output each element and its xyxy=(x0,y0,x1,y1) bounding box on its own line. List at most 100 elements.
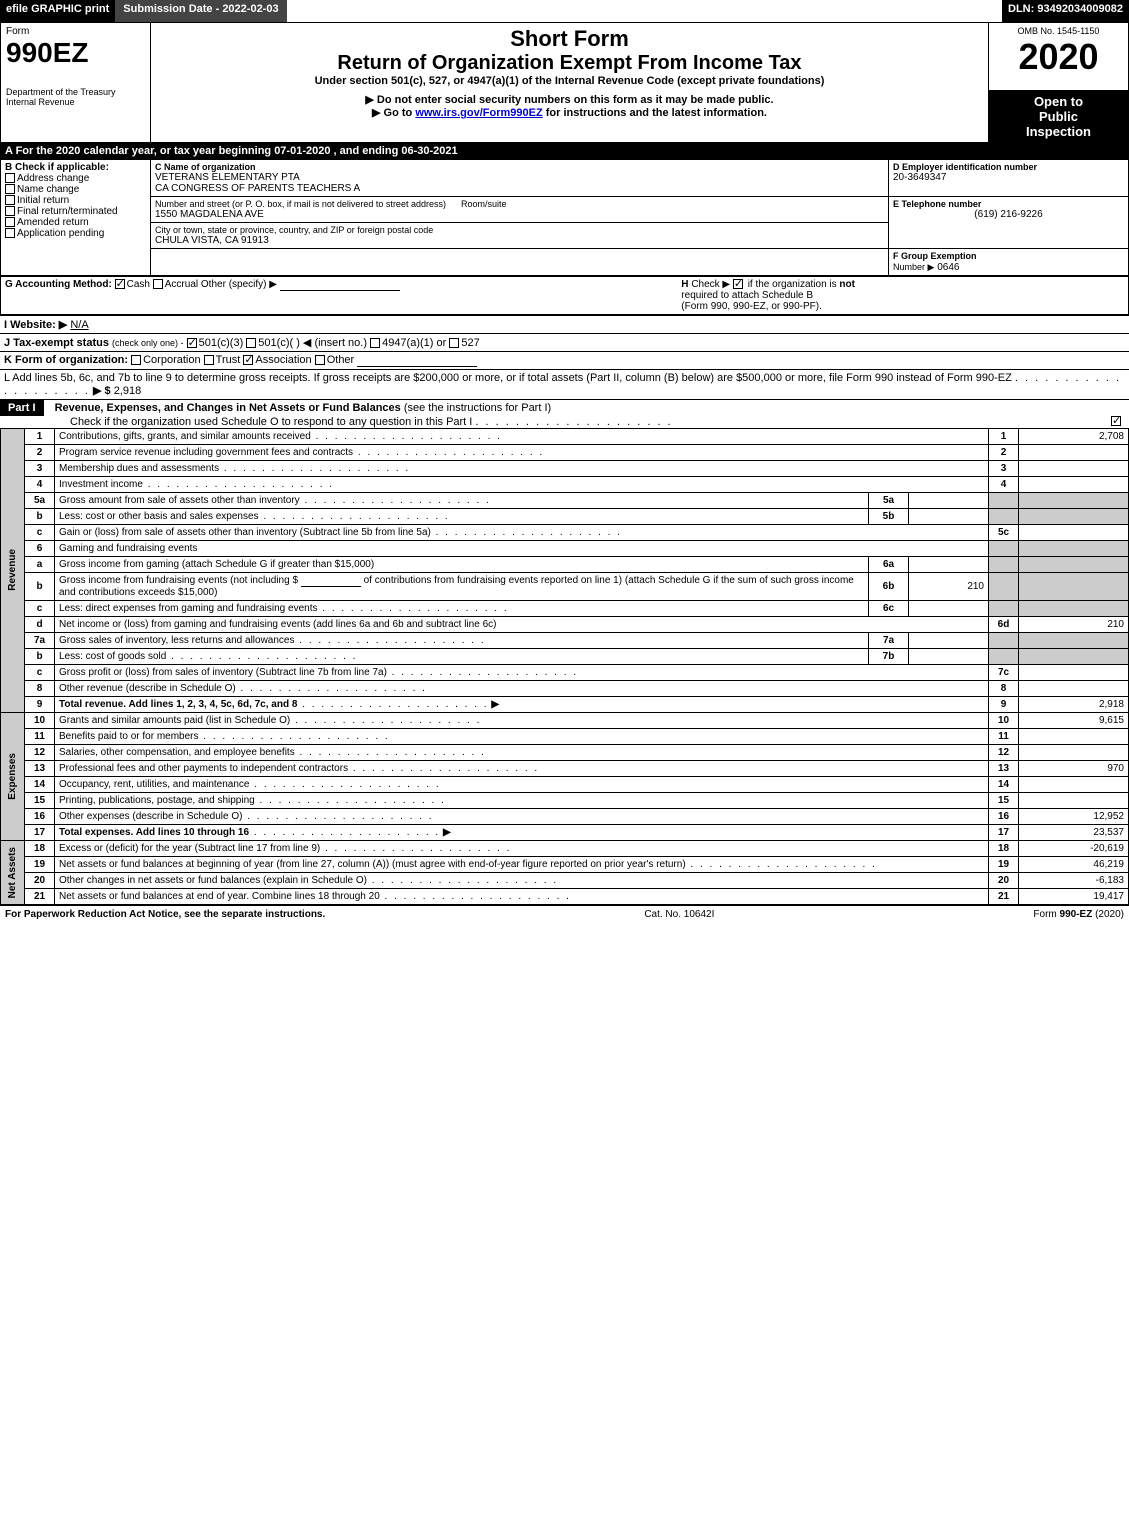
row-6b: b Gross income from fundraising events (… xyxy=(1,572,1129,600)
tax-year: 2020 xyxy=(994,36,1123,78)
chk-final-return[interactable]: Final return/terminated xyxy=(5,206,146,217)
val-11 xyxy=(1019,728,1129,744)
row-7b: b Less: cost of goods sold 7b xyxy=(1,648,1129,664)
other-org-input[interactable] xyxy=(357,355,477,367)
footer-left: For Paperwork Reduction Act Notice, see … xyxy=(5,909,325,920)
chk-other-org[interactable]: Other xyxy=(315,354,355,366)
top-bar: efile GRAPHIC print Submission Date - 20… xyxy=(0,0,1129,22)
val-5c xyxy=(1019,524,1129,540)
chk-527[interactable]: 527 xyxy=(449,337,479,349)
row-6d: d Net income or (loss) from gaming and f… xyxy=(1,616,1129,632)
row-13: 13 Professional fees and other payments … xyxy=(1,760,1129,776)
row-1: Revenue 1 Contributions, gifts, grants, … xyxy=(1,428,1129,444)
line-k-form-org: K Form of organization: Corporation Trus… xyxy=(0,351,1129,369)
val-6b: 210 xyxy=(909,572,989,600)
chk-schedule-o-used[interactable] xyxy=(1111,416,1121,426)
chk-501c3[interactable]: 501(c)(3) xyxy=(187,337,244,349)
irs-link[interactable]: www.irs.gov/Form990EZ xyxy=(415,107,542,119)
val-5b xyxy=(909,508,989,524)
subtitle: Under section 501(c), 527, or 4947(a)(1)… xyxy=(156,75,983,87)
row-9: 9 Total revenue. Add lines 1, 2, 3, 4, 5… xyxy=(1,696,1129,712)
row-7a: 7a Gross sales of inventory, less return… xyxy=(1,632,1129,648)
val-19: 46,219 xyxy=(1019,856,1129,872)
val-6a xyxy=(909,556,989,572)
submission-date: Submission Date - 2022-02-03 xyxy=(115,0,286,22)
row-17: 17 Total expenses. Add lines 10 through … xyxy=(1,824,1129,840)
line-j-tax-exempt: J Tax-exempt status (check only one) - 5… xyxy=(0,333,1129,351)
efile-print-button[interactable]: efile GRAPHIC print xyxy=(0,0,115,22)
val-3 xyxy=(1019,460,1129,476)
part-1-table: Revenue 1 Contributions, gifts, grants, … xyxy=(0,428,1129,905)
chk-name-change[interactable]: Name change xyxy=(5,184,146,195)
open-public-inspection: Open to Public Inspection xyxy=(989,90,1129,142)
instr-goto: ▶ Go to www.irs.gov/Form990EZ for instru… xyxy=(156,106,983,119)
chk-application-pending[interactable]: Application pending xyxy=(5,228,146,239)
line-g-label: G Accounting Method: xyxy=(5,279,112,290)
form-label: Form xyxy=(6,26,145,37)
chk-schedule-b-not-required[interactable] xyxy=(733,279,743,289)
line-a-tax-year: A For the 2020 calendar year, or tax yea… xyxy=(0,143,1129,159)
box-c-label: C Name of organization xyxy=(155,162,884,172)
val-7b xyxy=(909,648,989,664)
val-10: 9,615 xyxy=(1019,712,1129,728)
org-info-block: B Check if applicable: Address change Na… xyxy=(0,159,1129,276)
row-6a: a Gross income from gaming (attach Sched… xyxy=(1,556,1129,572)
row-16: 16 Other expenses (describe in Schedule … xyxy=(1,808,1129,824)
revenue-section-label: Revenue xyxy=(5,545,20,595)
row-5a: 5a Gross amount from sale of assets othe… xyxy=(1,492,1129,508)
box-e-label: E Telephone number xyxy=(893,199,1124,209)
chk-other-method[interactable]: Other (specify) ▶ xyxy=(201,279,277,290)
city-label: City or town, state or province, country… xyxy=(155,225,884,235)
short-form-title: Short Form xyxy=(156,26,983,52)
irs-line: Internal Revenue xyxy=(6,97,145,107)
chk-4947[interactable]: 4947(a)(1) or xyxy=(370,337,446,349)
val-18: -20,619 xyxy=(1019,840,1129,856)
street-label: Number and street (or P. O. box, if mail… xyxy=(155,199,884,209)
row-18: Net Assets 18 Excess or (deficit) for th… xyxy=(1,840,1129,856)
row-7c: c Gross profit or (loss) from sales of i… xyxy=(1,664,1129,680)
box-f-label: F Group Exemption xyxy=(893,251,977,261)
val-16: 12,952 xyxy=(1019,808,1129,824)
box-b-title: B Check if applicable: xyxy=(5,162,146,173)
part-1-header: Part I Revenue, Expenses, and Changes in… xyxy=(0,399,1129,428)
footer-catno: Cat. No. 10642I xyxy=(644,909,714,920)
row-3: 3 Membership dues and assessments 3 xyxy=(1,460,1129,476)
row-12: 12 Salaries, other compensation, and emp… xyxy=(1,744,1129,760)
row-19: 19 Net assets or fund balances at beginn… xyxy=(1,856,1129,872)
chk-initial-return[interactable]: Initial return xyxy=(5,195,146,206)
row-6: 6 Gaming and fundraising events xyxy=(1,540,1129,556)
row-5b: b Less: cost or other basis and sales ex… xyxy=(1,508,1129,524)
val-9: 2,918 xyxy=(1019,696,1129,712)
line-h-label: H xyxy=(681,279,688,290)
row-5c: c Gain or (loss) from sale of assets oth… xyxy=(1,524,1129,540)
row-6c: c Less: direct expenses from gaming and … xyxy=(1,600,1129,616)
val-5a xyxy=(909,492,989,508)
val-20: -6,183 xyxy=(1019,872,1129,888)
chk-amended-return[interactable]: Amended return xyxy=(5,217,146,228)
val-17: 23,537 xyxy=(1019,824,1129,840)
chk-trust[interactable]: Trust xyxy=(204,354,241,366)
chk-cash[interactable]: Cash xyxy=(115,279,150,290)
row-2: 2 Program service revenue including gove… xyxy=(1,444,1129,460)
chk-accrual[interactable]: Accrual xyxy=(153,279,198,290)
footer-right: Form 990-EZ (2020) xyxy=(1033,909,1124,920)
val-8 xyxy=(1019,680,1129,696)
website-value: N/A xyxy=(70,319,88,331)
org-name-2: CA CONGRESS OF PARENTS TEACHERS A xyxy=(155,183,884,194)
val-1: 2,708 xyxy=(1019,428,1129,444)
row-8: 8 Other revenue (describe in Schedule O)… xyxy=(1,680,1129,696)
row-11: 11 Benefits paid to or for members 11 xyxy=(1,728,1129,744)
chk-address-change[interactable]: Address change xyxy=(5,173,146,184)
chk-association[interactable]: Association xyxy=(243,354,311,366)
val-6c xyxy=(909,600,989,616)
dept-line: Department of the Treasury xyxy=(6,87,145,97)
chk-501c[interactable]: 501(c)( ) xyxy=(246,337,300,349)
row-4: 4 Investment income 4 xyxy=(1,476,1129,492)
expenses-section-label: Expenses xyxy=(5,749,20,804)
box-f-number-label: Number ▶ xyxy=(893,262,934,272)
netassets-section-label: Net Assets xyxy=(5,843,20,902)
line-l-gross-receipts: L Add lines 5b, 6c, and 7b to line 9 to … xyxy=(0,369,1129,399)
other-method-input[interactable] xyxy=(280,279,400,291)
contributions-input[interactable] xyxy=(301,575,361,587)
chk-corporation[interactable]: Corporation xyxy=(131,354,200,366)
